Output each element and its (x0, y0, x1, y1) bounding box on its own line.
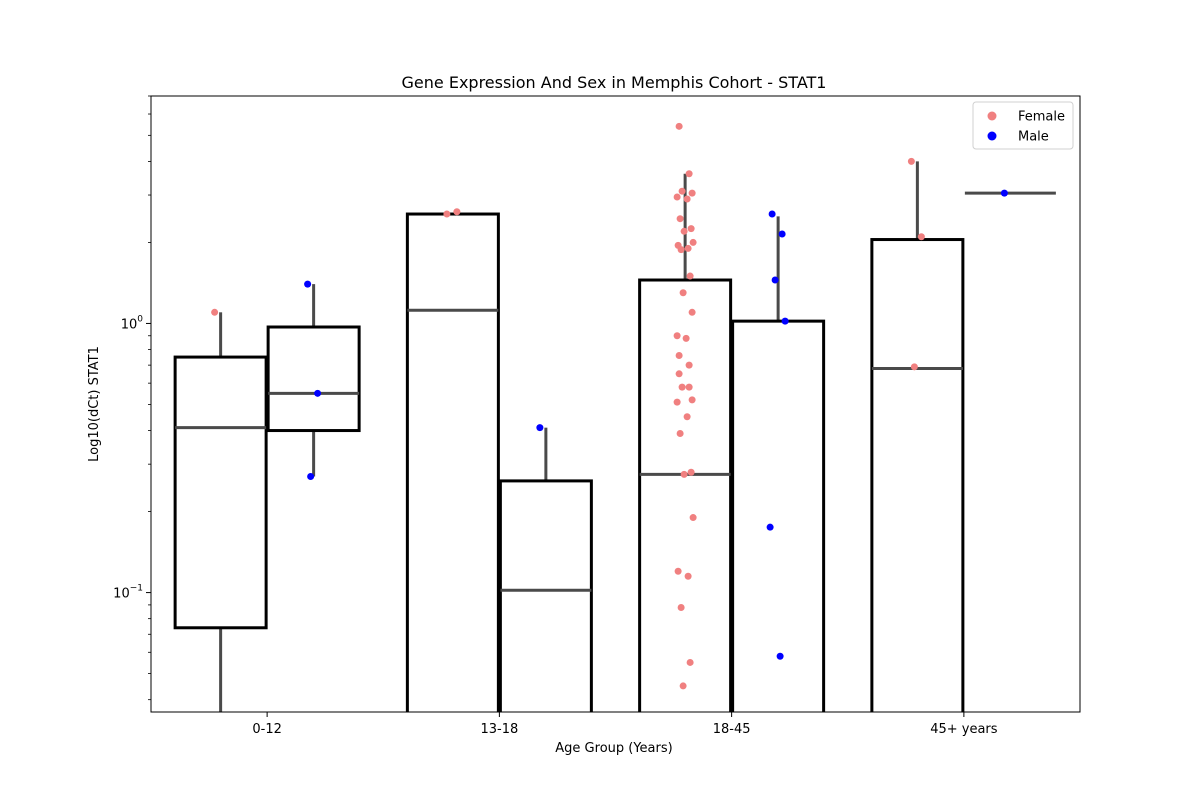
data-point (683, 413, 691, 421)
box (266, 325, 361, 433)
data-point (314, 389, 322, 397)
data-point (680, 470, 688, 478)
data-point (687, 468, 695, 476)
chart-title: Gene Expression And Sex in Memphis Cohor… (402, 73, 827, 92)
data-point (907, 157, 915, 165)
data-point (680, 227, 688, 235)
data-point (679, 289, 687, 297)
box (405, 212, 500, 712)
data-point (673, 332, 681, 340)
box (173, 355, 268, 630)
data-point (685, 170, 693, 178)
data-point (682, 334, 690, 342)
x-tick-label: 0-12 (252, 722, 282, 737)
data-point (688, 396, 696, 404)
data-point (678, 187, 686, 195)
data-point (676, 430, 684, 438)
legend-label: Female (1018, 110, 1065, 125)
data-point (688, 308, 696, 316)
data-point (1000, 189, 1008, 197)
data-point (683, 195, 691, 203)
data-point (917, 233, 925, 241)
x-tick-label: 18-45 (713, 722, 751, 737)
data-point (689, 238, 697, 246)
data-point (685, 383, 693, 391)
data-point (686, 658, 694, 666)
legend-frame (972, 101, 1074, 150)
data-point (766, 523, 774, 531)
data-point (778, 230, 786, 238)
data-point (307, 472, 315, 480)
data-point (776, 652, 784, 660)
data-point (453, 208, 461, 216)
data-point (675, 370, 683, 378)
legend-marker (987, 111, 997, 121)
data-point (687, 225, 695, 233)
data-point (689, 514, 697, 522)
legend-label: Male (1018, 130, 1049, 145)
data-point (768, 210, 776, 218)
data-point (781, 317, 789, 325)
plot-area: 0-12 13-18 18-45 45+ years 10−1 100 Female Male (113, 95, 1081, 737)
data-point (676, 215, 684, 223)
data-point (443, 210, 451, 218)
box (731, 319, 826, 712)
data-point (675, 352, 683, 360)
data-point (677, 246, 685, 254)
box (870, 238, 965, 712)
data-point (673, 193, 681, 201)
data-point (211, 308, 219, 316)
data-point (674, 567, 682, 575)
data-point (675, 122, 683, 130)
y-tick-label: 10−1 (113, 584, 143, 602)
data-point (678, 383, 686, 391)
data-point (684, 244, 692, 252)
data-point (677, 604, 685, 612)
data-point (910, 363, 918, 371)
legend: Female Male (972, 101, 1074, 150)
data-point (686, 272, 694, 280)
y-tick-label: 100 (121, 314, 144, 332)
x-tick-label: 45+ years (930, 722, 998, 737)
box (638, 278, 733, 712)
box (498, 479, 593, 712)
data-point (679, 682, 687, 690)
data-point (536, 424, 544, 432)
data-point (685, 361, 693, 369)
plot-frame (150, 95, 1081, 713)
data-point (688, 189, 696, 197)
y-axis-label: Log10(dCt) STAT1 (87, 346, 102, 462)
data-point (684, 572, 692, 580)
data-point (673, 398, 681, 406)
x-tick-label: 13-18 (480, 722, 518, 737)
legend-marker (987, 131, 997, 141)
x-axis-label: Age Group (Years) (555, 741, 672, 756)
data-point (304, 280, 312, 288)
plot-content (173, 122, 1056, 712)
data-point (771, 276, 779, 284)
